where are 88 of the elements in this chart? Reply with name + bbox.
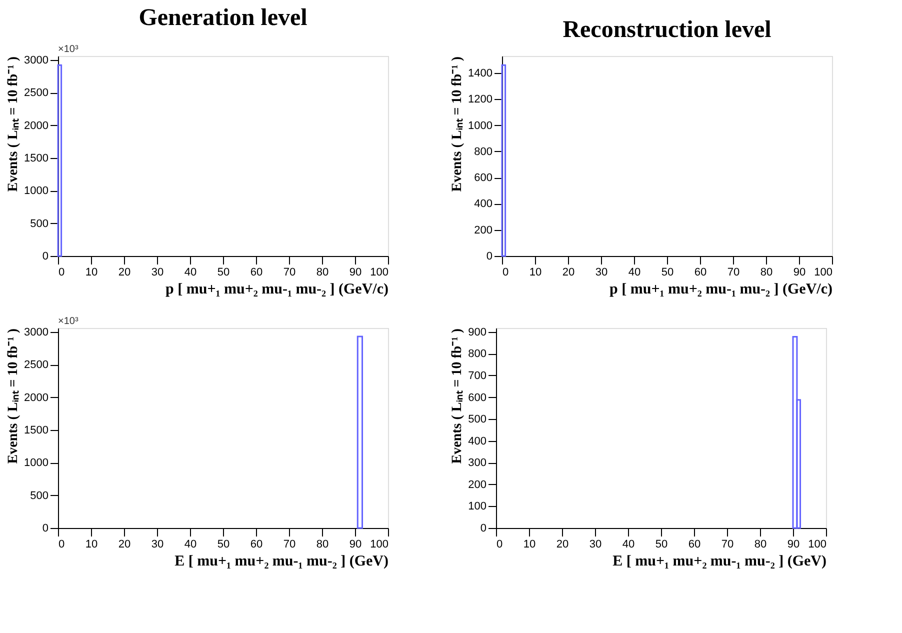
y-tick-label: 600 <box>474 172 492 184</box>
y-tick-label: 700 <box>468 370 486 382</box>
x-tick-label: 20 <box>562 266 575 278</box>
x-tick-label: 30 <box>151 266 164 278</box>
x-tick-label: 0 <box>502 266 509 278</box>
x-tick-label: 60 <box>250 538 263 550</box>
x-tick-label: 50 <box>661 266 674 278</box>
x-tick-label: 0 <box>58 538 65 550</box>
x-tick-label: 60 <box>688 538 701 550</box>
x-tick-label: 30 <box>151 538 164 550</box>
x-tick-label: 80 <box>754 538 767 550</box>
y-tick-label: 800 <box>468 348 486 360</box>
y-tick-label: 0 <box>486 250 492 262</box>
y-axis-title: Events ( Lᵢₙₜ = 10 fb⁻¹ ) <box>6 56 22 192</box>
x-tick-label: 30 <box>589 538 602 550</box>
y-tick-label: 800 <box>474 146 492 158</box>
y-tick-label: 1400 <box>468 67 492 80</box>
x-tick-label: 30 <box>595 266 608 278</box>
x-tick-label: 50 <box>217 266 230 278</box>
x-tick-label: 60 <box>250 266 263 278</box>
y-tick-label: 500 <box>468 414 486 426</box>
y-tick-label: 900 <box>468 326 486 338</box>
x-tick-label: 90 <box>349 538 362 550</box>
x-tick-label: 100 <box>370 266 388 278</box>
x-tick-label: 40 <box>622 538 635 550</box>
chart-title: Reconstruction level <box>562 17 772 43</box>
y-tick-label: 1200 <box>468 94 492 106</box>
x-tick-label: 40 <box>184 266 197 278</box>
y-tick-label: 2500 <box>24 87 48 100</box>
y-tick-label: 300 <box>468 457 486 470</box>
y-tick-label: 3000 <box>24 326 48 338</box>
x-tick-label: 70 <box>721 538 734 550</box>
x-tick-label: 90 <box>349 266 362 278</box>
x-axis-title: p [ mu+₁ mu+₂ mu-₁ mu-₂ ] (GeV/c) <box>610 282 832 298</box>
x-tick-label: 50 <box>217 538 230 550</box>
x-tick-label: 50 <box>655 538 668 550</box>
x-tick-label: 0 <box>496 538 503 550</box>
x-tick-label: 90 <box>787 538 800 550</box>
x-tick-label: 80 <box>316 538 329 550</box>
x-axis-title: E [ mu+₁ mu+₂ mu-₁ mu-₂ ] (GeV) <box>612 554 826 570</box>
y-axis-title: Events ( Lᵢₙₜ = 10 fb⁻¹ ) <box>450 328 466 464</box>
x-tick-label: 40 <box>184 538 197 550</box>
y-tick-label: 3000 <box>24 54 48 66</box>
y-tick-label: 1000 <box>24 185 48 198</box>
x-tick-label: 60 <box>694 266 707 278</box>
y-axis-title: Events ( Lᵢₙₜ = 10 fb⁻¹ ) <box>450 56 466 192</box>
chart-title: Generation level <box>138 5 308 31</box>
y-tick-label: 400 <box>468 435 486 448</box>
y-tick-label: 500 <box>30 218 48 230</box>
x-tick-label: 20 <box>118 538 131 550</box>
y-tick-label: 0 <box>42 522 48 534</box>
y-tick-label: 0 <box>42 250 48 262</box>
x-tick-label: 100 <box>814 266 832 278</box>
y-tick-label: 1500 <box>24 424 48 436</box>
x-tick-label: 80 <box>760 266 773 278</box>
y-tick-label: 0 <box>480 522 486 534</box>
y-tick-label: 200 <box>474 224 492 236</box>
y-tick-label: 500 <box>30 490 48 502</box>
text: ×10³ <box>58 316 79 327</box>
y-axis-title: Events ( Lᵢₙₜ = 10 fb⁻¹ ) <box>6 328 22 464</box>
x-tick-label: 20 <box>118 266 131 278</box>
x-tick-label: 100 <box>370 538 388 550</box>
x-tick-label: 0 <box>58 266 65 278</box>
x-tick-label: 70 <box>283 538 296 550</box>
x-tick-label: 10 <box>85 266 98 278</box>
y-tick-label: 2000 <box>24 392 48 404</box>
y-tick-label: 2000 <box>24 120 48 132</box>
x-tick-label: 10 <box>85 538 98 550</box>
y-tick-label: 1500 <box>24 152 48 164</box>
y-tick-label: 2500 <box>24 359 48 372</box>
y-tick-label: 100 <box>468 500 486 513</box>
x-tick-label: 80 <box>316 266 329 278</box>
x-tick-label: 70 <box>283 266 296 278</box>
x-tick-label: 70 <box>727 266 740 278</box>
y-tick-label: 1000 <box>468 120 492 132</box>
x-tick-label: 90 <box>793 266 806 278</box>
y-tick-label: 600 <box>468 392 486 404</box>
x-tick-label: 10 <box>523 538 536 550</box>
x-axis-title: p [ mu+₁ mu+₂ mu-₁ mu-₂ ] (GeV/c) <box>166 282 388 298</box>
text: ×10³ <box>58 44 79 55</box>
x-tick-label: 40 <box>628 266 641 278</box>
x-axis-title: E [ mu+₁ mu+₂ mu-₁ mu-₂ ] (GeV) <box>174 554 388 570</box>
y-tick-label: 400 <box>474 198 492 210</box>
x-tick-label: 10 <box>529 266 542 278</box>
y-tick-label: 200 <box>468 478 486 491</box>
y-tick-label: 1000 <box>24 457 48 470</box>
x-tick-label: 100 <box>808 538 826 550</box>
x-tick-label: 20 <box>556 538 569 550</box>
